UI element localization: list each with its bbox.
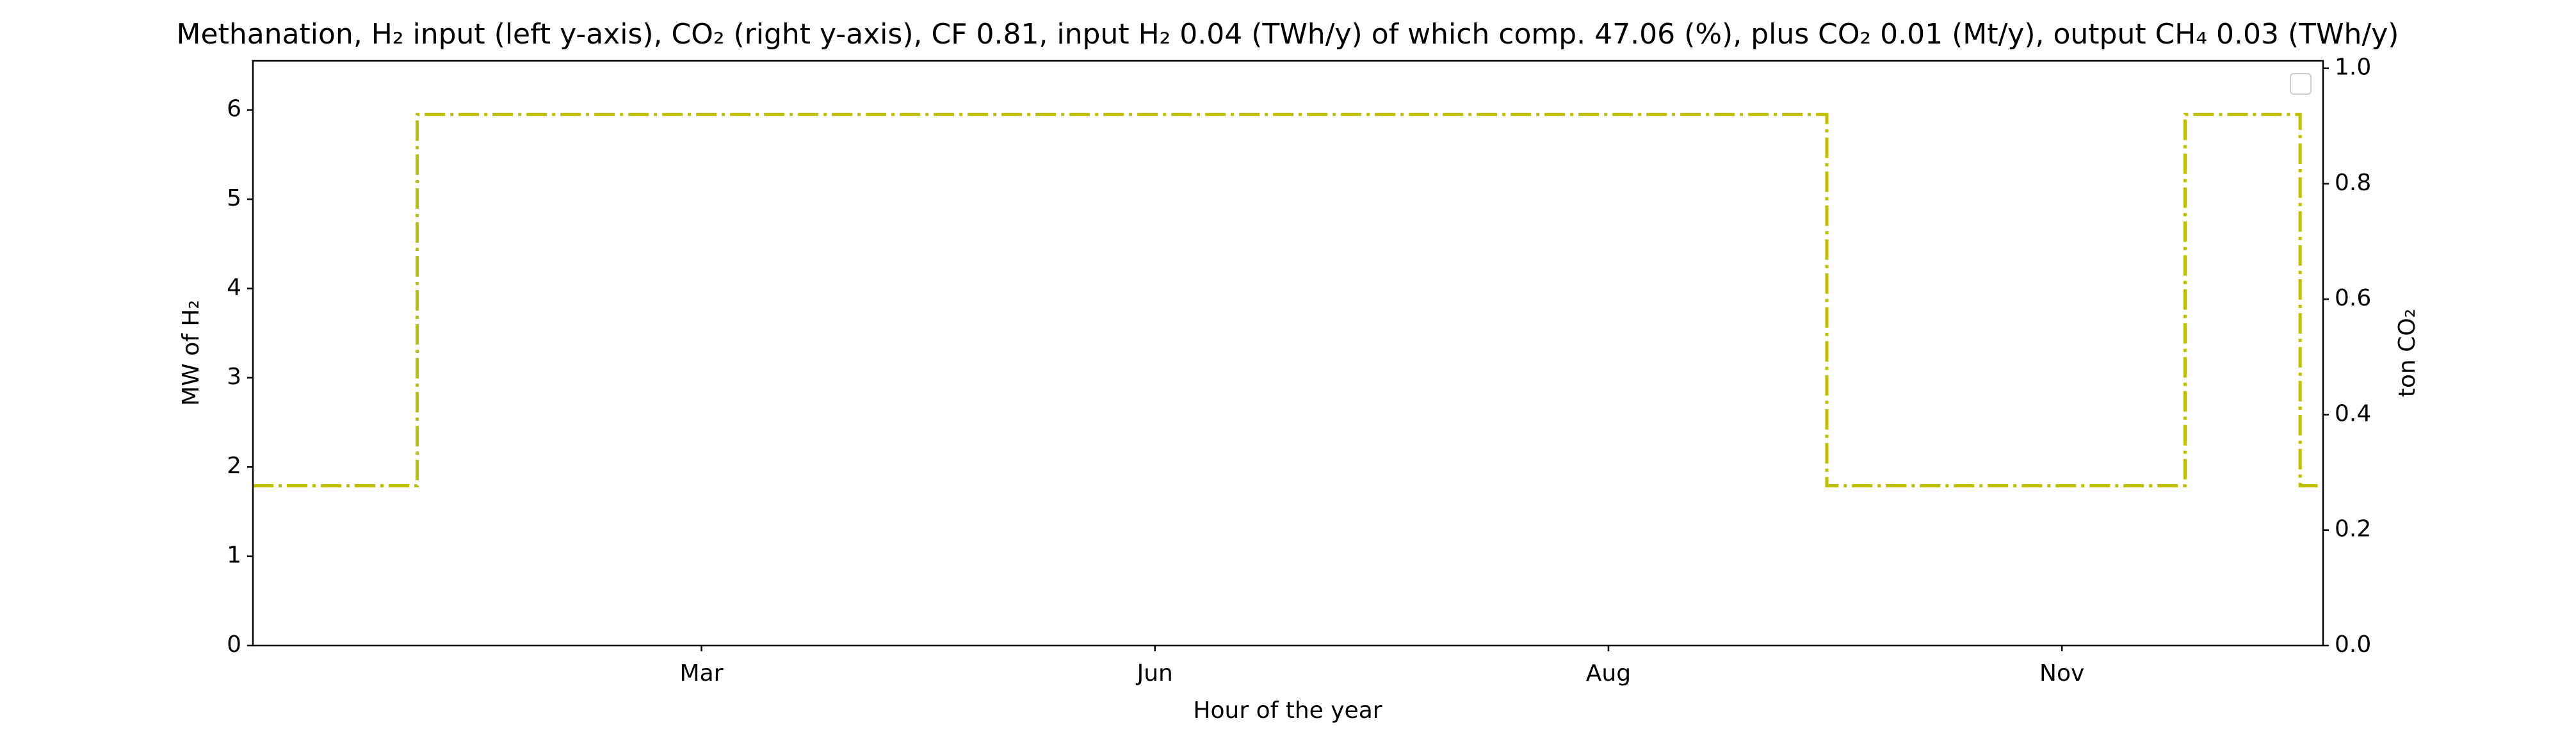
x-tick-label: Jun <box>1136 660 1173 687</box>
y2-tick-label: 0.8 <box>2335 170 2371 196</box>
y2-axis-label: ton CO₂ <box>2394 309 2420 397</box>
y-tick-label: 3 <box>227 364 241 390</box>
y-tick-label: 0 <box>227 631 241 658</box>
x-axis-label: Hour of the year <box>1193 697 1382 724</box>
x-tick-label: Mar <box>680 660 724 687</box>
y-tick-label: 4 <box>227 274 241 300</box>
plot-frame <box>252 60 2324 647</box>
chart-title: Methanation, H₂ input (left y-axis), CO₂… <box>177 18 2399 51</box>
line <box>253 113 2323 487</box>
x-tick-label: Aug <box>1586 660 1631 687</box>
x-tick-label: Nov <box>2039 660 2084 687</box>
y-tick-label: 6 <box>227 96 241 122</box>
y-axis-label: MW of H₂ <box>178 300 204 406</box>
y-tick-label: 2 <box>227 453 241 479</box>
y2-tick-label: 1.0 <box>2335 54 2371 81</box>
y-tick-label: 1 <box>227 542 241 569</box>
y2-tick-label: 0.2 <box>2335 516 2371 542</box>
y-tick-label: 5 <box>227 185 241 211</box>
y2-tick-label: 0.0 <box>2335 631 2371 658</box>
legend-box <box>2290 73 2312 95</box>
y2-tick-label: 0.6 <box>2335 285 2371 311</box>
y2-tick-label: 0.4 <box>2335 400 2371 427</box>
